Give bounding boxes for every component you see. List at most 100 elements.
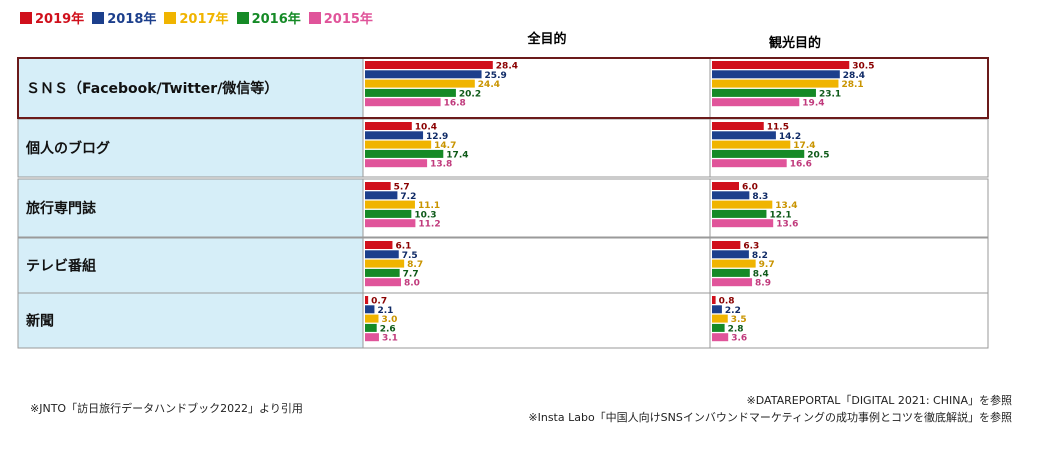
data-label: 17.4 (446, 150, 468, 160)
data-label: 7.2 (400, 192, 416, 202)
data-label: 6.1 (395, 242, 411, 252)
bar (365, 200, 415, 209)
data-label: 13.6 (776, 220, 798, 230)
data-label: 28.1 (841, 80, 863, 90)
bar (712, 182, 739, 190)
bar (365, 219, 416, 228)
category-label: 個人のブログ (25, 140, 110, 157)
bar (712, 79, 839, 88)
bar (712, 305, 722, 314)
bar (365, 98, 441, 107)
panel-cell (709, 237, 989, 294)
bar (712, 61, 850, 69)
bar (712, 323, 725, 332)
bar (365, 314, 379, 323)
bar (365, 278, 401, 287)
data-label: 3.1 (382, 334, 398, 344)
data-label: 11.2 (418, 220, 440, 230)
data-label: 2.2 (725, 306, 741, 316)
panel-title-all: 全目的 (527, 32, 567, 47)
legend-label-2018: 2018年 (107, 12, 157, 27)
data-label: 3.5 (731, 315, 747, 325)
bar (712, 200, 773, 209)
category-cell (17, 57, 364, 119)
data-label: 2.1 (377, 306, 393, 316)
bar (365, 159, 428, 168)
bar (365, 268, 400, 277)
bar (365, 241, 393, 249)
bar (712, 191, 750, 200)
data-label: 11.1 (418, 201, 440, 211)
legend: 2019年 2018年 2017年 2016年 2015年 (20, 8, 373, 27)
bar (365, 250, 399, 259)
panel-cell (362, 178, 711, 238)
data-label: 19.4 (802, 99, 824, 109)
data-label: 14.2 (779, 132, 801, 142)
data-label: 8.2 (752, 251, 768, 261)
data-label: 13.8 (430, 160, 452, 170)
data-label: 10.3 (414, 210, 436, 220)
data-label: 7.7 (403, 269, 419, 279)
legend-item-2015: 2015年 (308, 8, 373, 27)
category-label: 旅行専門誌 (26, 200, 96, 217)
data-label: 8.9 (755, 279, 771, 289)
source-note-instalabo: ※Insta Labo「中国人向けSNSインバウンドマーケティングの成功事例とコ… (528, 411, 1012, 424)
data-label: 20.5 (807, 150, 829, 160)
legend-swatch-2019 (20, 11, 32, 24)
data-label: 7.5 (402, 251, 418, 261)
data-label: 17.4 (793, 141, 815, 151)
legend-swatch-2018 (92, 11, 105, 24)
data-label: 8.0 (404, 279, 420, 289)
data-label: 13.4 (775, 201, 797, 211)
bar (712, 314, 728, 323)
category-label: ＳＮＳ（Facebook/Twitter/微信等） (26, 80, 278, 97)
category-cell (17, 178, 364, 238)
source-note-jnto: ※JNTO「訪日旅行データハンドブック2022」より引用 (30, 402, 303, 415)
bar (712, 209, 767, 218)
category-label: 新聞 (26, 313, 54, 330)
data-label: 25.9 (485, 71, 507, 81)
data-label: 12.9 (426, 132, 448, 142)
data-label: 12.1 (769, 210, 791, 220)
legend-item-2019: 2019年 (20, 8, 84, 27)
data-label: 3.0 (382, 315, 398, 325)
panel-cell (362, 292, 711, 349)
bar (712, 219, 774, 228)
data-label: 16.6 (790, 160, 812, 170)
bar (365, 305, 375, 314)
data-label: 5.7 (394, 183, 410, 193)
bar (712, 268, 750, 277)
bar (712, 131, 776, 140)
data-label: 0.8 (719, 297, 735, 307)
data-label: 30.5 (852, 62, 874, 72)
bar (365, 70, 482, 79)
legend-item-2018: 2018年 (92, 8, 156, 27)
bar (365, 131, 424, 140)
data-label: 16.8 (444, 99, 466, 109)
legend-item-2017: 2017年 (164, 8, 229, 27)
legend-label-2015: 2015年 (323, 12, 373, 27)
data-label: 8.4 (753, 269, 769, 279)
panel-cell (709, 292, 989, 349)
source-note-datareportal: ※DATAREPORTAL「DIGITAL 2021: CHINA」を参照 (746, 394, 1012, 407)
legend-swatch-2016 (236, 11, 249, 24)
bar (365, 61, 493, 69)
bar (365, 323, 377, 332)
bar (365, 79, 475, 88)
legend-swatch-2017 (164, 11, 177, 24)
data-label: 9.7 (759, 260, 775, 270)
bar (365, 296, 369, 304)
bar (712, 70, 840, 79)
data-label: 23.1 (819, 89, 841, 99)
bar (712, 241, 741, 249)
bar (365, 333, 379, 342)
data-label: 0.7 (371, 297, 387, 307)
data-label: 2.6 (380, 324, 396, 334)
bar (365, 259, 405, 268)
bar (712, 122, 764, 130)
bar (365, 149, 444, 158)
data-label: 6.3 (743, 242, 759, 252)
legend-label-2016: 2016年 (251, 12, 301, 27)
bar (712, 149, 805, 158)
